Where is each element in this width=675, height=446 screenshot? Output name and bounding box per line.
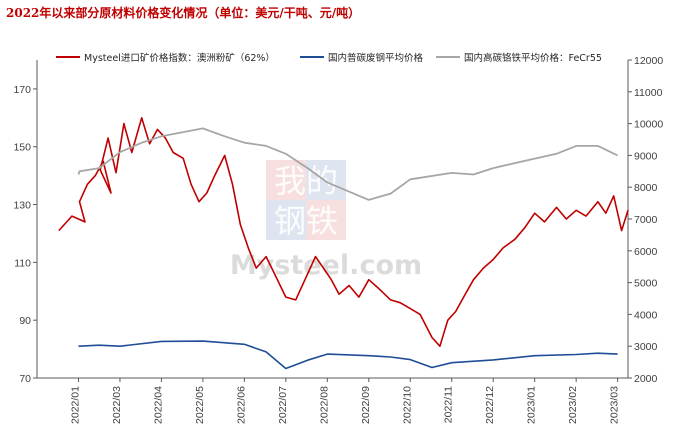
watermark-text-line1: 我的 <box>274 162 338 200</box>
y-right-tick-label-4: 6000 <box>634 246 658 258</box>
x-tick-label-10: 2022/12 <box>484 386 496 424</box>
y-right-tick-label-9: 11000 <box>634 87 663 99</box>
y-right-tick-label-3: 5000 <box>634 278 658 290</box>
x-tick-label-2: 2022/04 <box>152 386 164 424</box>
axes: 70 90 110 130 150 170 2000 3000 4000 5000 6000 7000… <box>13 55 663 424</box>
series-lines <box>58 117 629 370</box>
legend-label-1: 国内普碳废钢平均价格 <box>328 52 424 64</box>
chart-title: 2022年以来部分原材料价格变化情况（单位：美元/干吨、元/吨） <box>6 6 361 20</box>
y-right-tick-label-2: 4000 <box>634 309 658 321</box>
y-left-tick-label-2: 110 <box>14 257 31 269</box>
watermark-block-red <box>266 160 306 200</box>
y-left-tick-label-3: 130 <box>13 200 31 212</box>
x-tick-label-6: 2022/08 <box>318 386 330 424</box>
y-right-tick-label-0: 2000 <box>634 373 658 385</box>
x-tick-label-7: 2022/09 <box>360 386 372 424</box>
x-tick-label-5: 2022/07 <box>277 386 289 424</box>
series-line-1 <box>78 340 618 370</box>
series-line-2 <box>77 127 618 201</box>
x-tick-label-8: 2022/10 <box>401 386 413 424</box>
y-left-tick-label-5: 170 <box>13 84 31 96</box>
y-right-tick-label-10: 12000 <box>634 55 663 67</box>
x-tick-label-9: 2022/11 <box>443 386 455 423</box>
y-right-tick-label-6: 8000 <box>634 182 658 194</box>
x-tick-label-12: 2023/02 <box>567 386 579 424</box>
y-left-tick-label-1: 90 <box>19 315 31 327</box>
watermark-text-line3: Mysteel.com <box>230 250 422 281</box>
legend: Mysteel进口矿价格指数：澳洲粉矿（62%） 国内普碳废钢平均价格 国内高碳铬铁… <box>56 52 602 64</box>
x-tick-label-4: 2022/06 <box>235 386 247 424</box>
y-left-tick-label-0: 70 <box>19 373 31 385</box>
x-tick-label-3: 2022/05 <box>194 386 206 424</box>
y-right-tick-label-8: 10000 <box>634 119 663 131</box>
y-right-tick-label-5: 7000 <box>634 214 658 226</box>
y-right-tick-label-7: 9000 <box>634 150 658 162</box>
x-tick-label-0: 2022/01 <box>69 386 81 424</box>
legend-label-2: 国内高碳铬铁平均价格：FeCr55 <box>464 52 602 64</box>
y-right-tick-label-1: 3000 <box>634 341 658 353</box>
x-tick-label-11: 2023/01 <box>526 386 538 424</box>
x-tick-label-13: 2023/03 <box>609 386 621 424</box>
watermark-block-blue-2 <box>266 200 306 240</box>
legend-label-0: Mysteel进口矿价格指数：澳洲粉矿（62%） <box>84 52 275 64</box>
watermark-block-blue <box>306 160 346 200</box>
watermark-text-line2: 钢铁 <box>274 202 338 240</box>
series-line-0 <box>58 117 629 347</box>
y-left-tick-label-4: 150 <box>13 142 31 154</box>
watermark-block-red-2 <box>306 200 346 240</box>
x-tick-label-1: 2022/03 <box>111 386 123 424</box>
